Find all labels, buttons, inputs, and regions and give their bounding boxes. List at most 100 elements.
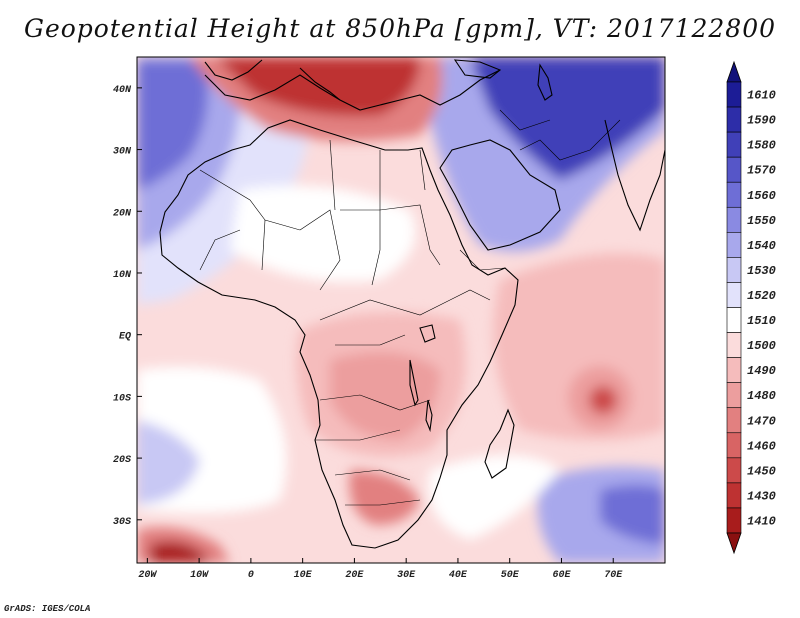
latitude-axis: 40N 30N 20N 10N EQ 10S 20S 30S [113, 85, 142, 528]
border-4 [340, 209, 381, 286]
colorbar-label: 1460 [747, 439, 776, 453]
colorbar-label: 1490 [747, 364, 776, 378]
x-tick-label: 20E [345, 570, 364, 581]
colorbar-label: 1480 [747, 389, 776, 403]
y-tick-label: 20N [113, 208, 132, 219]
colorbar-swatch [726, 357, 742, 383]
coastlines [159, 59, 665, 549]
x-tick-label: 60E [552, 570, 571, 581]
white-se [428, 455, 560, 540]
x-tick-label: 0 [248, 570, 254, 581]
colorbar-swatch [726, 156, 742, 183]
border-3 [299, 209, 341, 291]
colorbar-top-arrow [726, 60, 742, 83]
border-13 [334, 469, 411, 481]
border-9 [319, 299, 451, 321]
blue-mideast [470, 57, 665, 180]
border-19 [499, 109, 551, 131]
colorbar-swatch [726, 482, 742, 509]
red-low-madagascar [589, 386, 617, 414]
colorbar-swatch [726, 232, 742, 258]
colorbar-label: 1450 [747, 464, 776, 478]
colorbar-label: 1410 [747, 514, 776, 528]
border-2 [261, 219, 266, 271]
colorbar-swatch [726, 181, 742, 208]
colorbar: 1610 1590 1580 1570 1560 1550 1540 1530 1520 1510… [726, 60, 776, 555]
blue-sahara-west [137, 60, 208, 190]
border-1 [199, 169, 301, 231]
red-south-africa [349, 470, 420, 525]
arabia-coastline [439, 139, 561, 251]
colorbar-label: 1510 [747, 314, 776, 328]
africa-coastline [159, 119, 519, 549]
y-tick-label: 20S [113, 455, 131, 466]
colorbar-swatch [726, 81, 742, 108]
iberia-coastline [204, 59, 263, 81]
colorbar-label: 1570 [747, 164, 776, 178]
lake-malawi [425, 399, 433, 433]
blue-sw [137, 420, 200, 505]
longitude-axis: 20W 10W 0 10E 20E 30E 40E 50E 60E 70E [138, 558, 623, 581]
y-tick-label: 30S [113, 517, 131, 528]
colorbar-label: 1430 [747, 489, 776, 503]
india-coastline [604, 119, 665, 232]
grads-credit: GrADS: IGES/COLA [4, 604, 91, 614]
border-16 [449, 289, 491, 301]
colorbar-label: 1500 [747, 339, 776, 353]
madagascar-coastline [484, 408, 515, 479]
colorbar-label: 1470 [747, 414, 776, 428]
caspian [537, 63, 553, 101]
colorbar-swatch [726, 507, 742, 534]
lake-victoria [419, 324, 436, 343]
lake-tanganyika [409, 359, 419, 407]
colorbar-bottom-arrow [726, 532, 742, 555]
border-10 [335, 334, 406, 346]
x-tick-label: 10E [294, 570, 313, 581]
colorbar-label: 1590 [747, 114, 776, 128]
map-title: Geopotential Height at 850hPa [gpm], VT:… [23, 14, 777, 43]
height-field [137, 57, 665, 563]
black-sea [453, 59, 502, 79]
colorbar-swatch [726, 332, 742, 358]
border-17 [199, 229, 241, 271]
y-tick-label: 30N [113, 147, 132, 158]
border-15 [459, 249, 506, 271]
x-tick-label: 30E [397, 570, 416, 581]
y-tick-label: 40N [113, 85, 132, 96]
y-tick-label: 10N [113, 270, 132, 281]
border-5 [379, 204, 441, 266]
colorbar-label: 1580 [747, 139, 776, 153]
x-tick-label: 70E [604, 570, 623, 581]
colorbar-swatch [726, 282, 742, 308]
plot-frame [136, 56, 666, 564]
italy-coastline [299, 67, 341, 101]
white-band-north [230, 185, 416, 282]
colorbar-swatch [726, 382, 742, 409]
colorbar-swatch [726, 106, 742, 133]
colorbar-label: 1560 [747, 189, 776, 203]
blue-se-core [600, 485, 665, 545]
colorbar-swatch [726, 206, 742, 233]
colorbar-swatch [726, 432, 742, 459]
border-11 [319, 394, 431, 411]
colorbar-label: 1530 [747, 264, 776, 278]
x-tick-label: 50E [501, 570, 520, 581]
colorbar-swatch [726, 457, 742, 484]
border-18 [519, 119, 621, 161]
y-tick-label: EQ [119, 332, 131, 343]
colorbar-label: 1540 [747, 239, 776, 253]
colorbar-swatch [726, 257, 742, 283]
colorbar-label: 1520 [747, 289, 776, 303]
colorbar-label: 1610 [747, 89, 776, 103]
colorbar-swatch [726, 131, 742, 158]
colorbar-swatch [726, 307, 742, 333]
red-southwest-corner [150, 541, 210, 563]
political-borders [199, 109, 621, 506]
border-8 [329, 139, 336, 211]
colorbar-swatch [726, 407, 742, 434]
border-12 [315, 429, 401, 441]
x-tick-label: 20W [138, 570, 157, 581]
x-tick-label: 40E [449, 570, 468, 581]
europe-coastline [204, 69, 501, 111]
